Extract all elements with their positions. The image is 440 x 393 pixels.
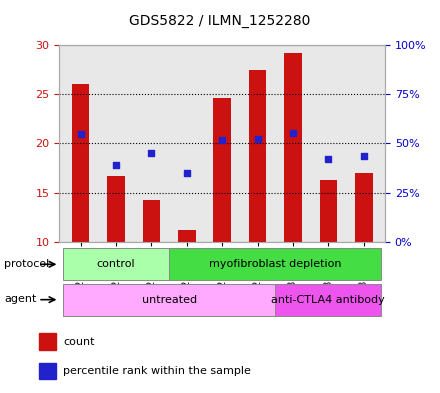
Point <box>148 150 155 156</box>
Point <box>290 129 297 136</box>
Bar <box>284 53 302 242</box>
Bar <box>178 230 196 242</box>
Point <box>325 156 332 162</box>
Bar <box>275 284 381 316</box>
Point <box>360 153 367 159</box>
Bar <box>39 363 56 379</box>
Text: anti-CTLA4 antibody: anti-CTLA4 antibody <box>271 295 385 305</box>
Point <box>113 162 120 168</box>
Text: count: count <box>63 336 95 347</box>
Text: percentile rank within the sample: percentile rank within the sample <box>63 366 251 376</box>
Bar <box>63 284 275 316</box>
Bar <box>355 173 373 242</box>
Point <box>219 137 226 143</box>
Text: myofibroblast depletion: myofibroblast depletion <box>209 259 341 269</box>
Text: agent: agent <box>4 294 37 305</box>
Bar <box>319 180 337 242</box>
Text: protocol: protocol <box>4 259 50 269</box>
Point <box>77 130 84 137</box>
Bar <box>107 176 125 242</box>
Bar <box>39 333 56 350</box>
Bar <box>143 200 160 242</box>
Point <box>254 135 261 141</box>
Point <box>183 170 191 176</box>
Bar <box>169 248 381 280</box>
Text: untreated: untreated <box>142 295 197 305</box>
Bar <box>213 98 231 242</box>
Text: control: control <box>97 259 136 269</box>
Bar <box>249 70 267 242</box>
Bar <box>72 84 89 242</box>
Bar <box>63 248 169 280</box>
Text: GDS5822 / ILMN_1252280: GDS5822 / ILMN_1252280 <box>129 14 311 28</box>
